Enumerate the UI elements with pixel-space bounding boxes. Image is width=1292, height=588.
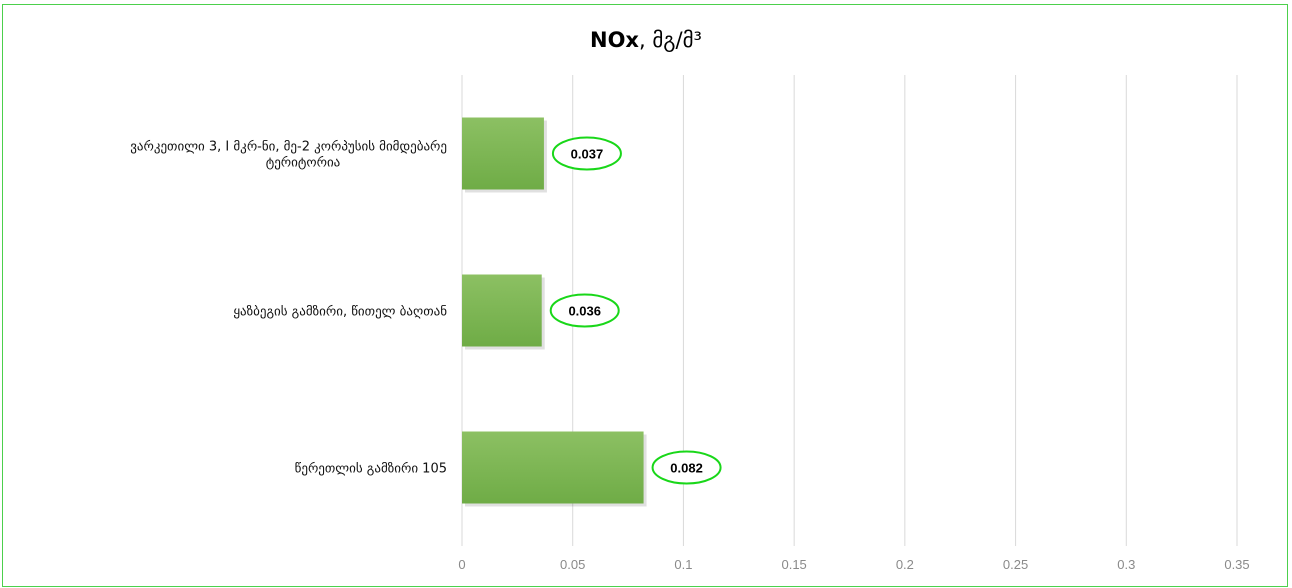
data-label: 0.082 <box>670 461 703 476</box>
bar <box>462 432 644 504</box>
x-tick-label: 0 <box>458 557 465 572</box>
category-label: ყაზბეგის გამზირი, წითელ ბაღთან <box>233 305 447 320</box>
chart-title-unit: , მგ/მ³ <box>639 28 702 52</box>
x-tick-label: 0.35 <box>1224 557 1249 572</box>
x-tick-label: 0.2 <box>896 557 914 572</box>
category-label: ვარკეთილი 3, I მკრ-ნი, მე-2 კორპუსის მიმ… <box>130 140 447 155</box>
chart-title-bold: NOx <box>590 28 639 52</box>
bar <box>462 275 542 347</box>
category-label: ტერიტორია <box>266 156 341 171</box>
x-tick-label: 0.15 <box>781 557 806 572</box>
x-tick-label: 0.3 <box>1117 557 1135 572</box>
bar <box>462 118 544 190</box>
x-axis-tick-labels: 0 0.05 0.1 0.15 0.2 0.25 0.3 0.35 <box>458 557 1249 572</box>
nox-bar-chart: NOx, მგ/მ³ ვარკეთილი 3, I მკრ-ნი, მე-2 კ… <box>3 5 1289 588</box>
category-label: წერეთლის გამზირი 105 <box>295 462 447 477</box>
x-tick-label: 0.25 <box>1003 557 1028 572</box>
chart-title: NOx, მგ/მ³ <box>590 28 702 52</box>
category-labels: ვარკეთილი 3, I მკრ-ნი, მე-2 კორპუსის მიმ… <box>130 140 447 477</box>
x-tick-label: 0.1 <box>674 557 692 572</box>
data-label: 0.037 <box>571 147 604 162</box>
data-label: 0.036 <box>568 304 601 319</box>
chart-frame: NOx, მგ/მ³ ვარკეთილი 3, I მკრ-ნი, მე-2 კ… <box>2 4 1288 587</box>
x-tick-label: 0.05 <box>560 557 585 572</box>
